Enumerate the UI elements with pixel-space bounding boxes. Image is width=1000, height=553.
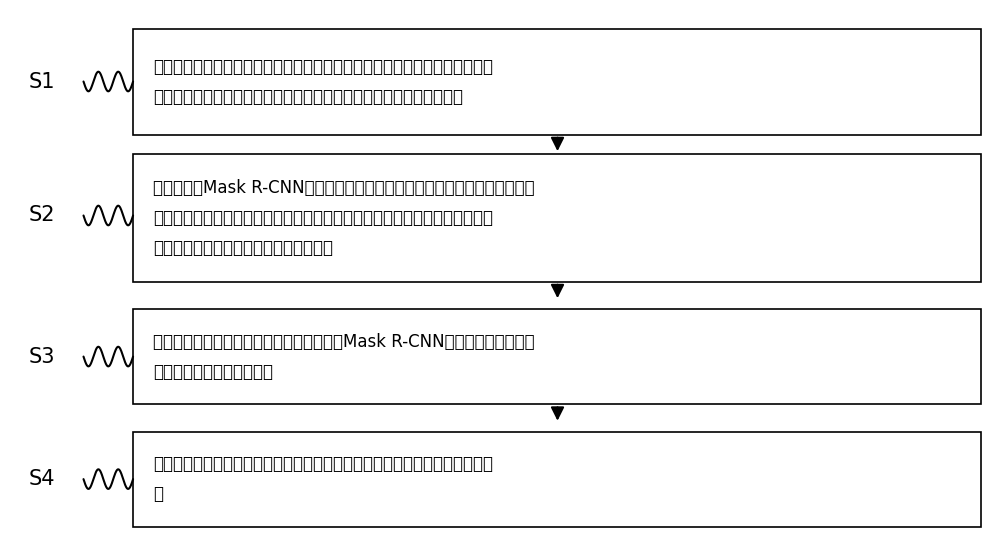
Text: 然后将无云掩膜图像与同一区域不同时相的遥感图像互补合成无云遥感图像，: 然后将无云掩膜图像与同一区域不同时相的遥感图像互补合成无云遥感图像， [153, 209, 493, 227]
Text: S2: S2 [29, 206, 55, 226]
Text: 从而使所有归一化遥感图像均为无云图像: 从而使所有归一化遥感图像均为无云图像 [153, 239, 333, 257]
Text: 果: 果 [153, 486, 163, 503]
FancyBboxPatch shape [133, 309, 981, 404]
Text: S3: S3 [29, 347, 55, 367]
FancyBboxPatch shape [133, 29, 981, 135]
Text: 获取卫星遥感图像，对所述遥感图像进行预处理，得到归一化遥感图像，根据: 获取卫星遥感图像，对所述遥感图像进行预处理，得到归一化遥感图像，根据 [153, 58, 493, 76]
Text: 将无云遥感图像作为训练集，输入到改进的Mask R-CNN模型进行模型训练，: 将无云遥感图像作为训练集，输入到改进的Mask R-CNN模型进行模型训练， [153, 333, 535, 351]
Text: S4: S4 [29, 469, 55, 489]
Text: 所述归一化遥感图像中是否有云，划分为有云遥感图像和无云遥感图像: 所述归一化遥感图像中是否有云，划分为有云遥感图像和无云遥感图像 [153, 88, 463, 106]
FancyBboxPatch shape [133, 154, 981, 282]
FancyBboxPatch shape [133, 432, 981, 527]
Text: 将待分割农田的遥感图像输入训练好的农田分割模型，得到农田边界的分割结: 将待分割农田的遥感图像输入训练好的农田分割模型，得到农田边界的分割结 [153, 456, 493, 473]
Text: S1: S1 [29, 71, 55, 91]
Text: 使用改进的Mask R-CNN模型分割有云遥感图像中的云，得到无云掩膜图像，: 使用改进的Mask R-CNN模型分割有云遥感图像中的云，得到无云掩膜图像， [153, 179, 535, 197]
Text: 得到训练好的农田分割模型: 得到训练好的农田分割模型 [153, 363, 273, 381]
